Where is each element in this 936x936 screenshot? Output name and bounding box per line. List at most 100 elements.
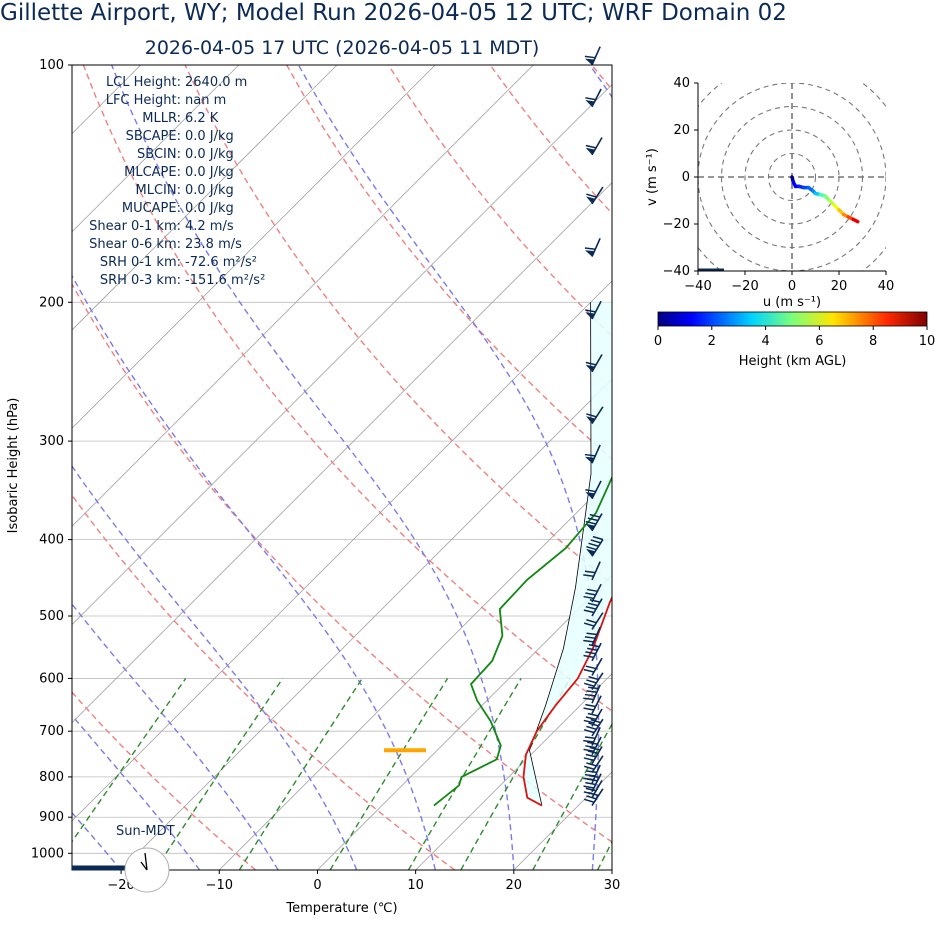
wind-barb-feather — [583, 757, 595, 762]
wind-barb — [585, 300, 602, 320]
colorbar-tick-label: 8 — [869, 334, 877, 349]
wind-barb — [583, 598, 603, 617]
dry-adiabat — [489, 65, 612, 215]
wind-barb-feather — [585, 361, 597, 366]
wind-barb-feather — [586, 193, 597, 198]
wind-barb — [586, 406, 604, 425]
wind-barb-feather — [585, 488, 596, 493]
isotherm-line — [72, 65, 141, 135]
moist-adiabat — [111, 65, 515, 870]
wind-barb-feather — [587, 647, 598, 651]
wind-barb-feather — [586, 762, 597, 767]
wind-barb-feather — [584, 693, 596, 697]
dry-adiabat — [387, 65, 612, 337]
wind-barb-flag — [584, 58, 595, 65]
stat-value: 0.0 J/kg — [185, 129, 234, 144]
wind-barb — [583, 672, 604, 691]
wind-barb — [586, 186, 604, 205]
wind-barb — [584, 46, 601, 66]
wind-barb-staff — [591, 513, 603, 532]
y-axis-label: Isobaric Height (hPa) — [6, 398, 21, 534]
dewpoint-line — [433, 475, 612, 807]
wind-barb — [585, 354, 603, 373]
mixing-ratio-line — [407, 678, 522, 870]
wind-barb-feather — [587, 741, 598, 745]
wind-barb — [583, 626, 601, 646]
stat-value: -151.6 m²/s² — [185, 273, 265, 288]
wind-barb-feather — [586, 619, 597, 624]
y-tick-label: 700 — [39, 724, 64, 739]
wind-barb-feather — [585, 781, 596, 786]
wind-barb-feather — [590, 539, 601, 544]
stat-label: SRH 0-1 km: — [100, 255, 181, 270]
wind-barb — [583, 755, 604, 774]
height-colorbar: 0 2 4 6 8 10 Height (km AGL) — [654, 311, 935, 369]
wind-barb-staff — [591, 539, 604, 557]
wind-barb — [584, 238, 601, 257]
wind-barb-feather — [583, 748, 594, 752]
x-tick-label: 10 — [407, 878, 424, 893]
wind-barb-feather — [583, 668, 595, 673]
wind-barb-feather — [583, 574, 594, 577]
hodo-y-tick-label: −40 — [663, 264, 690, 279]
dry-adiabat — [72, 691, 257, 870]
wind-barb-feather — [586, 413, 597, 418]
isotherm-line — [317, 574, 612, 870]
wind-barb — [583, 788, 604, 807]
isotherm-line — [611, 869, 612, 870]
hodo-y-tick-label: 20 — [673, 123, 690, 138]
wind-barb-flag — [585, 147, 595, 155]
wind-barb-feather — [583, 682, 595, 687]
moist-adiabat — [72, 811, 122, 870]
wind-barb-feather — [588, 791, 599, 797]
stat-value: 23.8 m/s — [185, 237, 242, 252]
moist-adiabat — [72, 464, 358, 870]
wind-barb-feather — [586, 725, 597, 731]
stat-label: SBCAPE: — [126, 129, 181, 144]
x-tick-label: 0 — [313, 878, 321, 893]
hodo-x-tick-label: 40 — [878, 279, 895, 294]
stat-label: MLLR: — [142, 111, 181, 126]
wind-barb-feather — [589, 513, 601, 518]
wind-barb-staff — [591, 657, 603, 676]
y-tick-label: 300 — [39, 434, 64, 449]
y-tick-label: 800 — [39, 770, 64, 785]
wind-barb-feather — [583, 697, 594, 701]
wind-barb-feather — [585, 651, 596, 655]
wind-barb — [583, 718, 604, 737]
wind-barb-feather — [583, 622, 595, 627]
stat-value: -72.6 m²/s² — [185, 255, 257, 270]
wind-barb-staff — [591, 354, 603, 373]
stat-label: Shear 0-1 km: — [89, 219, 181, 234]
mixing-ratio-line — [154, 678, 284, 870]
chart-subtitle: 2026-04-05 17 UTC (2026-04-05 11 MDT) — [144, 37, 540, 59]
dry-adiabat — [795, 65, 936, 870]
wind-barb-feather — [585, 753, 597, 758]
cin-shading — [523, 302, 612, 806]
y-tick-label: 1000 — [31, 846, 64, 861]
wind-barb — [583, 684, 601, 704]
hodo-x-tick-label: 0 — [788, 279, 796, 294]
dry-adiabat — [693, 65, 936, 870]
colorbar-tick-label: 4 — [761, 334, 769, 349]
wind-barb-flag — [584, 250, 595, 257]
x-tick-label: 30 — [604, 878, 621, 893]
wind-barb-flag — [586, 196, 596, 204]
wind-barb-feather — [583, 728, 595, 734]
isotherm-line — [72, 182, 612, 724]
wind-barb — [583, 657, 603, 676]
dry-adiabat — [72, 282, 612, 843]
wind-barb-feather — [584, 570, 596, 574]
wind-barb — [583, 708, 603, 727]
wind-barb-feather — [583, 719, 595, 724]
wind-barb-feather — [586, 690, 597, 693]
wind-barb — [585, 513, 603, 532]
stat-label: MUCAPE: — [122, 201, 181, 216]
stat-value: 6.2 K — [185, 111, 219, 126]
y-tick-label: 900 — [39, 810, 64, 825]
wind-barb-feather — [583, 639, 594, 643]
mixing-ratio-line — [329, 678, 449, 870]
wind-barb-feather — [584, 736, 596, 740]
wind-barb — [583, 736, 602, 756]
wind-barb-feather — [589, 599, 601, 603]
